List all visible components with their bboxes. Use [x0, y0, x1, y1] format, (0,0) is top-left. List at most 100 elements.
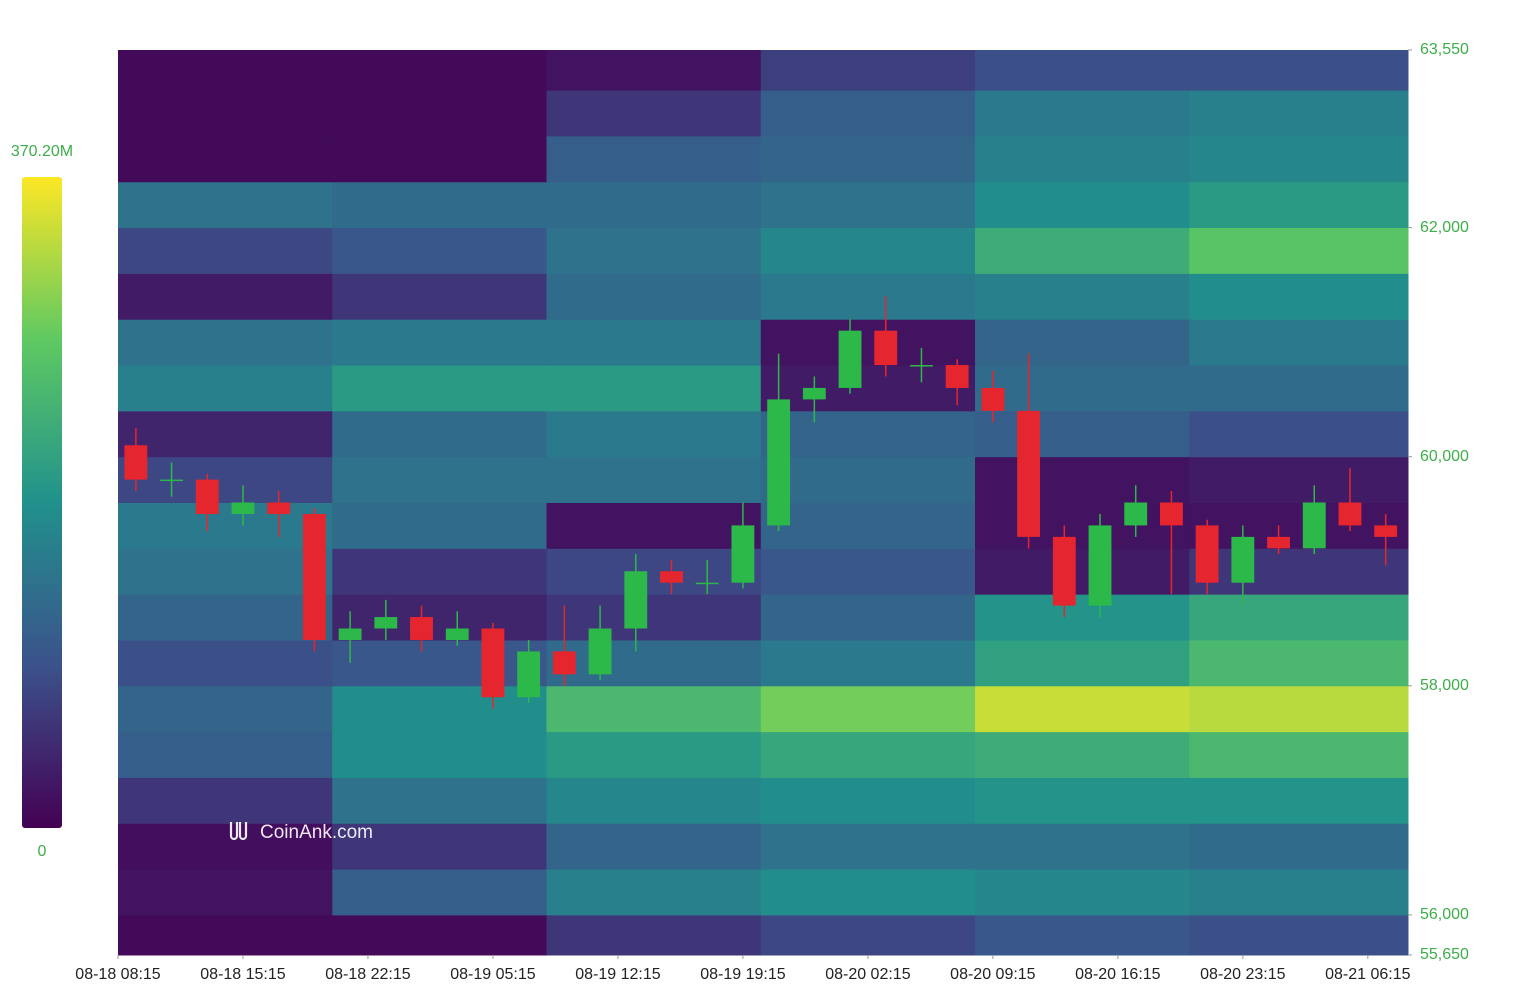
heat-cell [546, 365, 762, 412]
heat-cell [118, 869, 333, 916]
x-tick-label: 08-20 23:15 [1200, 966, 1286, 983]
heat-cell [546, 685, 762, 733]
heat-cell [975, 90, 1190, 137]
heat-cell [975, 823, 1190, 870]
heat-cell [546, 594, 762, 641]
x-tick-label: 08-18 15:15 [200, 966, 286, 983]
heat-cell [118, 319, 333, 366]
heat-cell [760, 914, 976, 956]
candle-body [767, 399, 791, 526]
x-tick-label: 08-21 06:15 [1325, 966, 1411, 983]
candle-body [552, 651, 576, 675]
heat-cell [760, 90, 976, 137]
candle-body [1017, 410, 1041, 537]
heat-cell [332, 90, 548, 137]
candle-body [874, 330, 898, 366]
heat-cell [118, 777, 333, 824]
heat-cell [760, 869, 976, 916]
heat-cell [1189, 869, 1409, 916]
heat-cell [975, 777, 1190, 824]
y-tick-label: 62,000 [1420, 219, 1469, 236]
heat-cell [760, 456, 976, 503]
heat-cell [1189, 365, 1409, 412]
candle-body [981, 387, 1005, 411]
heat-cell [975, 273, 1190, 320]
y-tick-label: 55,650 [1420, 946, 1469, 963]
y-tick-label: 60,000 [1420, 448, 1469, 465]
candle-body [838, 330, 862, 388]
heat-cell [760, 502, 976, 549]
heat-cell [118, 823, 333, 870]
colorbar [22, 177, 62, 828]
heat-cell [1189, 456, 1409, 503]
heat-cell [975, 410, 1190, 458]
heat-cell [1189, 90, 1409, 137]
candle-body [374, 617, 398, 629]
heat-cell [118, 50, 333, 91]
heat-cell [760, 731, 976, 778]
heat-cell [975, 50, 1190, 91]
heat-cell [118, 639, 333, 687]
heat-cell [760, 777, 976, 824]
heat-cell [332, 548, 548, 595]
heat-cell [332, 685, 548, 733]
heat-cell [1189, 135, 1409, 183]
heat-cell [332, 365, 548, 412]
heat-cell [332, 777, 548, 824]
heat-cell [118, 90, 333, 137]
heat-cell [546, 914, 762, 956]
heat-cell [546, 90, 762, 137]
heat-cell [760, 594, 976, 641]
heat-cell [1189, 273, 1409, 320]
heat-cell [760, 548, 976, 595]
candle-body [1267, 536, 1290, 549]
heat-cell [118, 181, 333, 229]
candle-body [660, 571, 683, 583]
candle-body [1195, 525, 1219, 583]
candle-body [1374, 525, 1398, 537]
heat-cell [332, 135, 548, 183]
x-tick-label: 08-20 16:15 [1075, 966, 1161, 983]
candle-body [124, 445, 148, 480]
heat-cell [118, 456, 333, 503]
heat-cell [332, 456, 548, 503]
heat-cell [1189, 50, 1409, 91]
heat-cell [1189, 731, 1409, 778]
heat-cell [1189, 685, 1409, 733]
candle-body [1338, 502, 1362, 526]
heat-cell [1189, 181, 1409, 229]
heat-cell [975, 639, 1190, 687]
heat-cell [1189, 823, 1409, 870]
heat-cell [546, 319, 762, 366]
heat-cell [546, 50, 762, 91]
heat-cell [975, 869, 1190, 916]
heat-cell [332, 639, 548, 687]
candle-body [588, 628, 612, 675]
candle-body [481, 628, 505, 698]
heat-cell [118, 365, 333, 412]
heat-cell [118, 227, 333, 274]
heat-cell [760, 273, 976, 320]
heatmap [118, 50, 1409, 956]
heat-cell [332, 914, 548, 956]
heat-cell [546, 731, 762, 778]
y-tick-label: 58,000 [1420, 677, 1469, 694]
x-tick-label: 08-19 12:15 [575, 966, 661, 983]
heat-cell [546, 273, 762, 320]
heat-cell [546, 777, 762, 824]
heat-cell [332, 869, 548, 916]
x-tick-label: 08-20 02:15 [825, 966, 911, 983]
axes: 63,550 62,000 60,000 58,000 56,000 55,650 08-1… [11, 41, 1469, 983]
heat-cell [760, 50, 976, 91]
heat-cell [1189, 914, 1409, 956]
heat-cell [332, 410, 548, 458]
heat-cell [760, 181, 976, 229]
x-tick-label: 08-19 05:15 [450, 966, 536, 983]
heat-cell [1189, 227, 1409, 274]
candle-body [160, 479, 183, 482]
candle-body [410, 617, 433, 640]
candle-body [302, 513, 326, 640]
candle-body [731, 525, 755, 583]
heat-cell [1189, 548, 1409, 595]
heat-cell [760, 410, 976, 458]
